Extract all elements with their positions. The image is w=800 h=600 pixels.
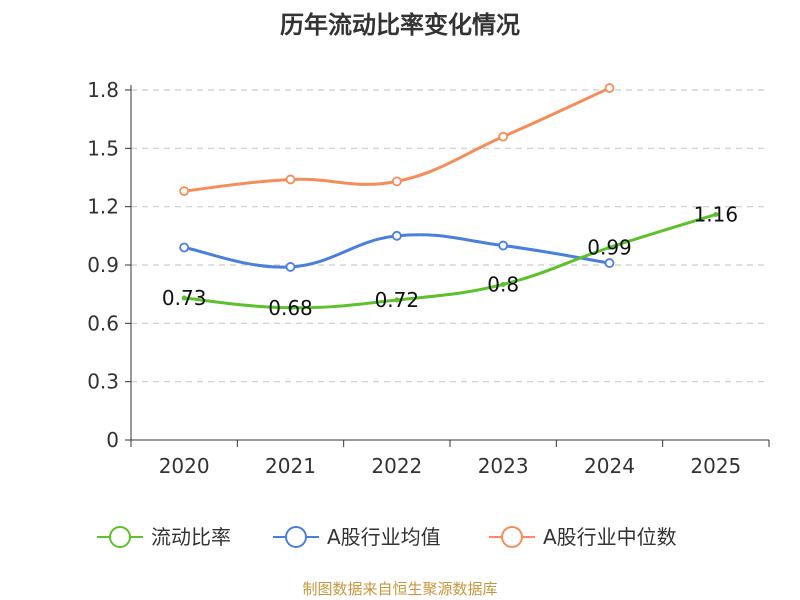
data-point xyxy=(391,230,402,241)
data-point xyxy=(179,242,190,253)
x-tick-label: 2020 xyxy=(159,454,210,478)
data-point xyxy=(498,240,509,251)
data-point xyxy=(604,83,615,93)
data-label: 0.72 xyxy=(375,288,420,312)
data-point xyxy=(607,245,612,250)
data-point xyxy=(285,174,296,185)
y-tick-label: 0.9 xyxy=(87,253,119,277)
x-tick-label: 2025 xyxy=(690,454,741,478)
x-tick-label: 2021 xyxy=(265,454,316,478)
data-point xyxy=(391,176,402,187)
data-point xyxy=(179,186,190,197)
series-line-3 xyxy=(184,86,611,193)
legend-item-3[interactable]: A股行业中位数 xyxy=(489,525,677,549)
data-labels: 0.73 0.68 0.72 0.8 0.99 1.16 xyxy=(162,202,738,319)
data-point xyxy=(285,262,296,272)
y-tick-label: 0.6 xyxy=(87,311,119,335)
series-line-1 xyxy=(184,213,717,310)
source-note: 制图数据来自恒生聚源数据库 xyxy=(302,580,497,598)
chart-title: 历年流动比率变化情况 xyxy=(280,11,520,39)
y-tick-label: 0.3 xyxy=(87,370,119,394)
legend-item-2[interactable]: A股行业均值 xyxy=(273,525,441,549)
series xyxy=(179,83,719,311)
axes: 0 0.3 0.6 0.9 1.2 1.5 1.8 2020 2021 2022 2023 2024 2… xyxy=(87,78,770,478)
data-label: 0.73 xyxy=(162,286,207,310)
data-label: 0.68 xyxy=(268,296,313,320)
data-point xyxy=(394,297,400,303)
x-tick-label: 2022 xyxy=(371,454,422,478)
data-point xyxy=(288,305,293,311)
y-tick-label: 1.2 xyxy=(87,195,119,219)
legend-swatch-marker xyxy=(109,526,131,548)
grid xyxy=(131,89,769,383)
legend-swatch-marker xyxy=(285,526,307,548)
legend-item-1[interactable]: 流动比率 xyxy=(97,525,231,549)
y-tick-label: 1.8 xyxy=(87,78,119,102)
y-tick-label: 0 xyxy=(106,428,119,452)
legend-label: 流动比率 xyxy=(151,525,231,549)
x-tick-label: 2023 xyxy=(478,454,529,478)
data-point xyxy=(500,281,506,287)
data-label: 1.16 xyxy=(694,202,739,226)
legend-swatch-marker xyxy=(501,526,523,548)
y-tick-label: 1.5 xyxy=(87,136,119,160)
data-label: 0.8 xyxy=(487,272,519,296)
data-point xyxy=(604,258,615,268)
data-point xyxy=(181,295,187,301)
legend-label: A股行业均值 xyxy=(327,525,441,549)
data-label: 0.99 xyxy=(587,236,632,260)
data-point xyxy=(498,131,509,142)
legend-label: A股行业中位数 xyxy=(543,525,677,549)
data-point xyxy=(713,211,719,217)
legend[interactable]: 流动比率 A股行业均值 A股行业中位数 xyxy=(97,525,677,549)
x-tick-label: 2024 xyxy=(584,454,635,478)
